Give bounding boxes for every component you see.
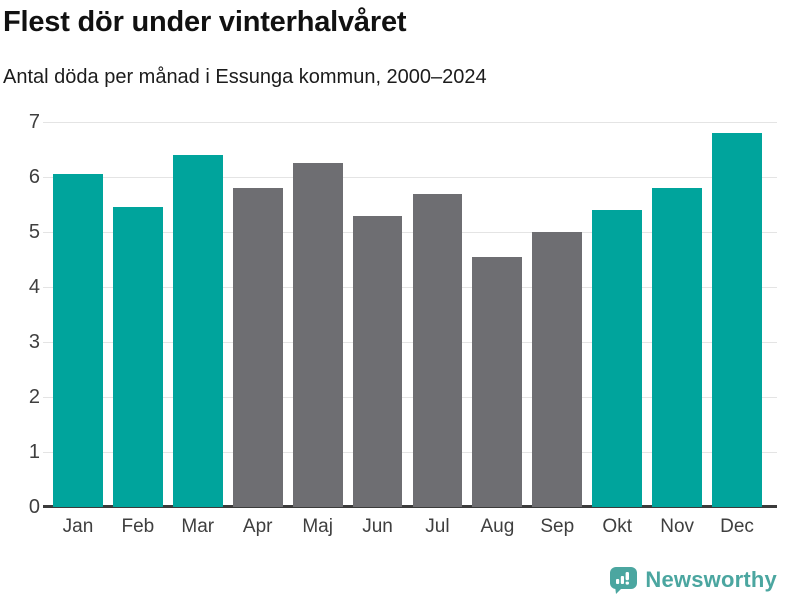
x-tick-label-aug: Aug: [480, 516, 515, 537]
y-tick-label: 7: [28, 111, 40, 133]
x-tick-label-feb: Feb: [121, 516, 155, 537]
chart-subtitle: Antal döda per månad i Essunga kommun, 2…: [3, 66, 487, 88]
gridline: [43, 122, 777, 123]
x-tick-label-okt: Okt: [602, 516, 632, 537]
x-tick-label-jan: Jan: [62, 516, 94, 537]
bar-jan: [53, 174, 103, 507]
x-tick-label-maj: Maj: [302, 516, 333, 537]
x-tick-label-jun: Jun: [362, 516, 393, 537]
chart-title: Flest dör under vinterhalvåret: [3, 6, 407, 38]
x-tick-label-mar: Mar: [181, 516, 215, 537]
bar-feb: [112, 207, 163, 507]
x-tick-label-sep: Sep: [540, 516, 575, 537]
x-axis: Jan Feb Mar Apr Maj Jun Jul Aug Sep Okt Nov Dec: [48, 516, 777, 546]
bar-sep: [532, 232, 583, 507]
x-tick-label-dec: Dec: [720, 516, 754, 537]
newsworthy-logo-icon: [610, 567, 638, 594]
y-tick-label: 0: [28, 496, 40, 518]
x-tick-label-jul: Jul: [425, 516, 450, 537]
bar-apr: [232, 188, 283, 507]
bar-okt: [592, 210, 643, 507]
bar-dec: [712, 133, 762, 507]
gridline: [43, 232, 777, 233]
y-tick-label: 4: [28, 276, 40, 298]
y-tick-label: 6: [28, 166, 40, 188]
x-tick-label-apr: Apr: [242, 516, 273, 537]
bar-nov: [652, 188, 703, 507]
x-axis-baseline: [43, 505, 777, 508]
gridline: [43, 397, 777, 398]
brand-name: Newsworthy: [645, 567, 777, 592]
bar-jun: [352, 215, 403, 507]
gridline: [43, 342, 777, 343]
y-tick-label: 1: [28, 441, 40, 463]
y-tick-label: 3: [28, 331, 40, 353]
plot-area: [43, 122, 777, 508]
footer-branding: Newsworthy: [609, 566, 777, 594]
gridline: [43, 452, 777, 453]
bar-aug: [472, 256, 523, 507]
bar-mar: [172, 155, 223, 507]
y-axis: 0 1 2 3 4 5 6 7: [0, 112, 40, 517]
y-tick-label: 2: [28, 386, 40, 408]
gridline: [43, 287, 777, 288]
gridline: [43, 177, 777, 178]
x-tick-label-nov: Nov: [660, 516, 695, 537]
y-tick-label: 5: [28, 221, 40, 243]
bar-jul: [412, 193, 463, 507]
bar-maj: [292, 163, 343, 507]
